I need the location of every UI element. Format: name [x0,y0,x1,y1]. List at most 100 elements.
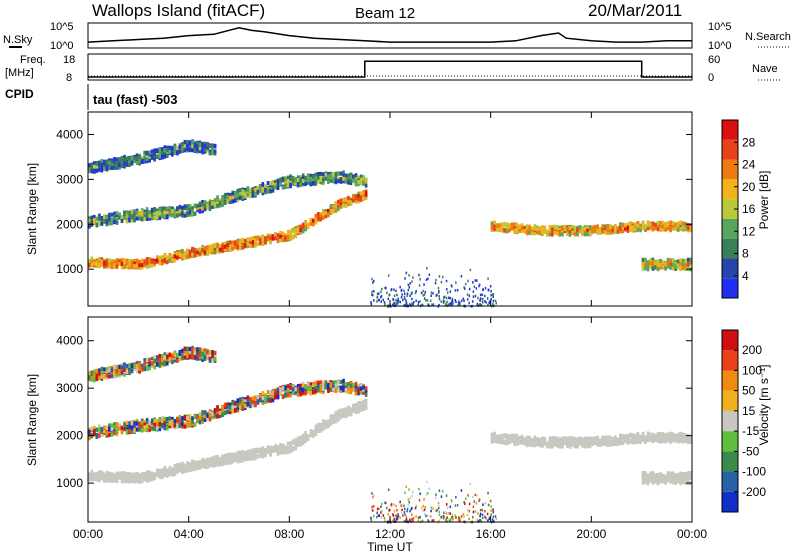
velocity-cell [173,358,177,363]
velocity-cell [191,351,194,356]
power-cell [173,257,177,262]
power-cell [123,157,126,162]
power-cell [128,210,131,215]
power-cell [616,226,620,231]
velocity-cell [264,393,267,398]
power-speckle [478,303,481,306]
power-cell [193,250,197,255]
power-cell [301,179,305,183]
power-speckle [405,299,407,303]
power-speckle [466,298,469,301]
velocity-cell [90,371,94,376]
freq-label: Freq. [20,54,46,66]
power-cell [133,217,136,222]
velocity-cell [148,420,151,426]
power-cell [120,258,124,263]
power-cell [181,256,184,261]
power-cell [95,168,99,173]
power-cell [687,262,690,267]
power-cell [596,227,599,232]
power-speckle [480,304,483,307]
power-cell [261,241,265,246]
power-cell [236,198,240,203]
power-cell [294,233,297,238]
power-speckle [405,271,408,275]
velocity-cell [276,387,280,392]
velocity-cell [203,410,207,415]
velocity-cell [490,437,494,442]
power-cell [223,244,227,249]
power-speckle [401,293,403,296]
power-speckle [481,297,484,301]
velocity-cell [284,389,287,394]
power-cell [213,244,217,249]
noise-right-tick-top: 10^5 [708,21,732,33]
power-speckle [406,292,409,295]
velocity-cell [105,476,109,481]
power-cell [681,266,685,271]
velocity-cell [213,356,217,361]
velocity-cell [269,448,272,454]
power-cell [306,173,310,178]
power-speckle [434,281,437,285]
velocity-cell [171,359,174,364]
velocity-cell [208,358,212,363]
velocity-cell [520,437,524,442]
power-speckle [424,290,426,294]
power-cell [226,199,229,204]
power-speckle [371,277,373,281]
velocity-cell [148,362,151,367]
power-cell [181,213,184,218]
power-cell [211,146,214,151]
power-cell [216,203,219,208]
power-cell [541,225,544,230]
power-speckle [484,294,486,298]
power-cell [130,210,134,214]
velocity-cell [120,368,124,373]
velocity-cell [156,362,159,367]
velocity-cell [339,415,343,420]
velocity-cell [359,401,363,406]
power-cell [140,265,144,270]
power-cell [251,240,255,245]
power-cell [586,229,589,234]
power-cell [113,259,116,264]
power-cell [178,212,182,217]
power-speckle [472,300,474,303]
power-speckle [372,281,374,284]
power-cell [276,236,280,241]
velocity-cell [206,464,209,469]
power-speckle [418,273,420,277]
power-speckle [492,293,495,296]
velocity-cell [156,426,159,431]
power-cell [354,195,358,200]
velocity-cell [98,376,101,381]
velocity-cell [495,439,499,444]
velocity-cell [143,366,146,371]
velocity-cell [125,426,129,431]
velocity-cell [221,408,224,413]
power-cell [684,263,688,268]
power-cell [143,260,146,265]
power-speckle [436,293,438,296]
power-cell [241,239,245,243]
velocity-cell [103,367,106,372]
power-cell [135,258,139,263]
power-cell [359,181,363,186]
velocity-cell [113,472,116,478]
power-cell [299,175,302,180]
power-speckle [442,299,445,302]
velocity-cell [359,386,363,391]
power-speckle [438,290,440,293]
power-cell [314,218,318,223]
power-cell [198,251,202,256]
power-cell [505,229,509,234]
power-cell [178,209,182,214]
velocity-cell [145,470,149,475]
power-cell [324,214,328,219]
power-cell [88,258,91,263]
velocity-cell [176,420,179,425]
power-cell [352,174,355,179]
velocity-cell [228,405,232,410]
power-cell [183,253,187,258]
